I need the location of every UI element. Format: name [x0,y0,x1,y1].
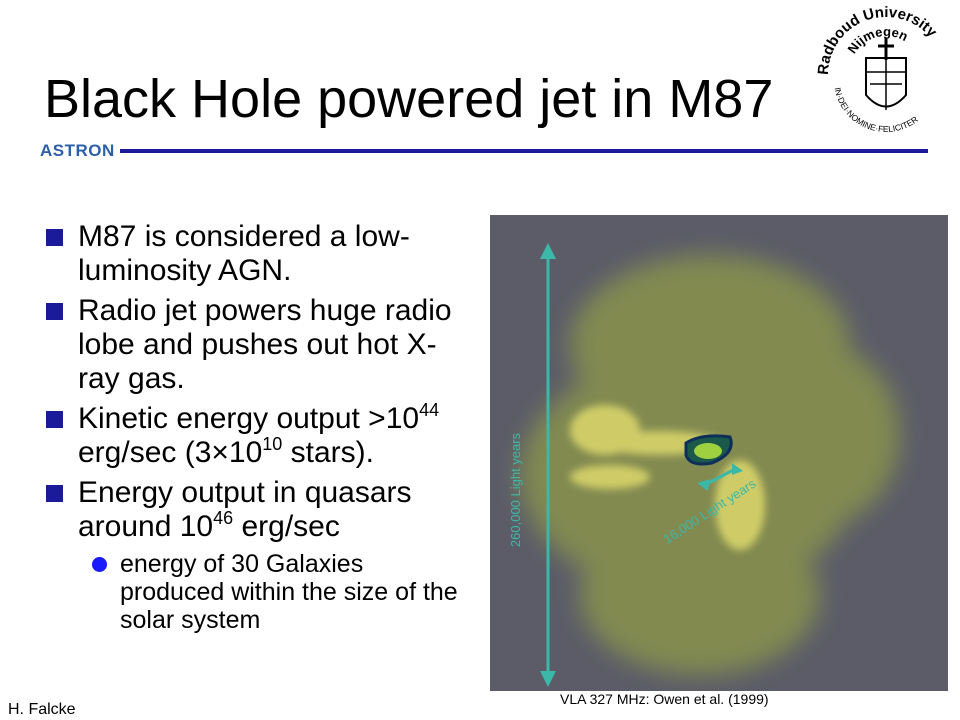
footer-author: H. Falcke [8,701,76,718]
bullet: Radio jet powers huge radio lobe and pus… [44,294,474,396]
title-rule [120,149,928,153]
superscript: 46 [213,508,234,528]
bullet: Energy output in quasars around 1046 erg… [44,476,474,544]
superscript: 44 [419,400,440,420]
text-run: Energy output in quasars around 10 [78,476,412,543]
image-caption: VLA 327 MHz: Owen et al. (1999) [560,691,769,707]
slide-title: Black Hole powered jet in M87 [44,69,774,129]
bullet: M87 is considered a low-luminosity AGN. [44,220,474,288]
text-run: Radio jet powers huge radio lobe and pus… [78,294,452,395]
radboud-logo: Radboud University Nijmegen IN·DEI·NOMIN… [815,4,941,134]
bullet: Kinetic energy output >1044 erg/sec (3×1… [44,400,474,470]
text-run: erg/sec (3×10 [78,436,263,469]
text-run: energy of 30 Galaxies produced within th… [120,550,458,634]
text-run: M87 is considered a low-luminosity AGN. [78,220,410,287]
sub-bullet: energy of 30 Galaxies produced within th… [78,550,474,634]
radio-image: 260,000 Light years 16,000 Light years [490,215,948,691]
scale-label: 260,000 Light years [508,432,523,547]
superscript: 10 [262,434,283,454]
astron-logo: ASTRON [40,141,115,160]
bullet-list: M87 is considered a low-luminosity AGN. R… [44,220,474,634]
text-run: erg/sec [233,510,340,543]
text-run: Kinetic energy output >10 [78,402,420,435]
text-run: stars). [282,436,374,469]
